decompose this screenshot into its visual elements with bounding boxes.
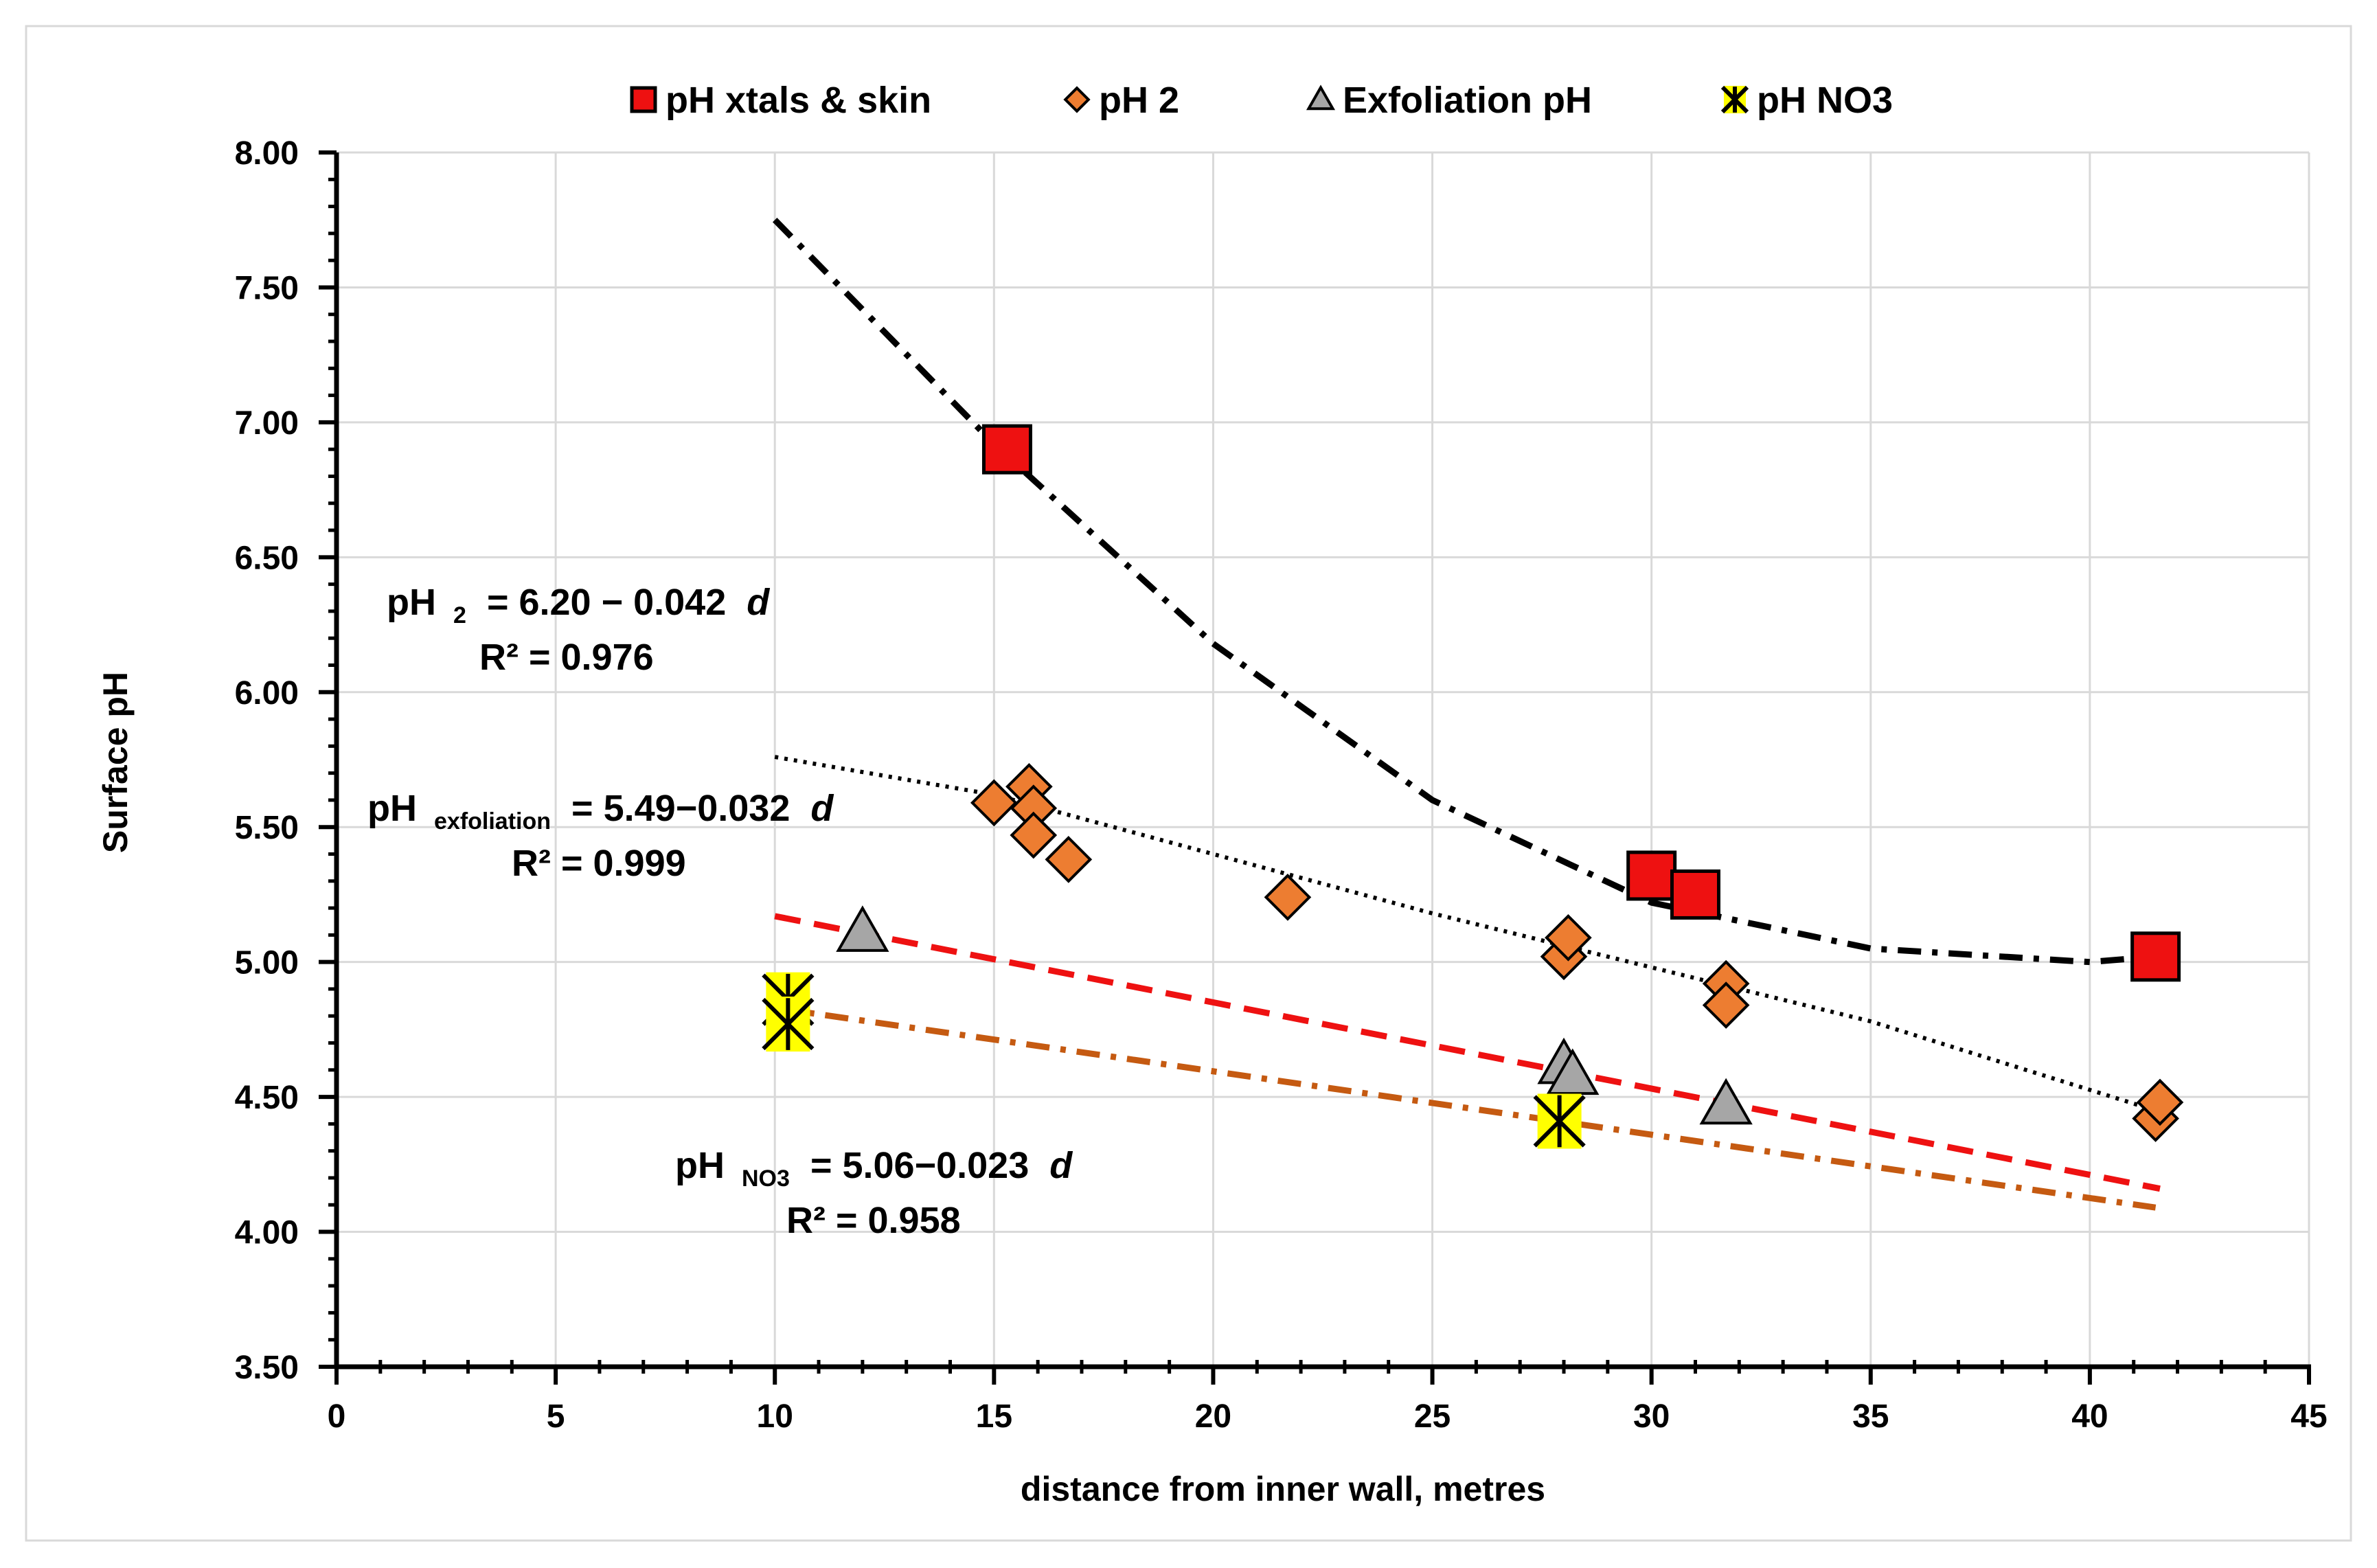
x-tick-label: 5 xyxy=(547,1398,565,1435)
point-exfoliation-ph xyxy=(1699,1078,1753,1125)
x-tick-label: 15 xyxy=(976,1398,1012,1435)
x-tick-label: 40 xyxy=(2071,1398,2108,1435)
point-ph-2 xyxy=(970,779,1018,827)
legend-marker-ph-xtals-skin xyxy=(630,86,657,113)
x-tick-label: 45 xyxy=(2290,1398,2327,1435)
x-tick-label: 25 xyxy=(1414,1398,1451,1435)
legend-item-ph-2: pH 2 xyxy=(1063,80,1179,121)
point-ph-xtals-skin xyxy=(981,424,1032,475)
point-ph-xtals-skin xyxy=(1670,869,1720,920)
annotation-ph2: pH 2 = 6.20 − 0.042 d R² = 0.976 xyxy=(387,582,770,678)
legend-label-exfoliation-ph: Exfoliation pH xyxy=(1343,80,1592,121)
annotation-no3: pH NO3 = 5.06−0.023 d R² = 0.958 xyxy=(675,1145,1073,1241)
y-tick-label: 3.50 xyxy=(235,1350,299,1386)
annotation-no3-r2: R² = 0.958 xyxy=(786,1200,961,1241)
svg-text:pH exfoliation =: pH exfoliation = 5.49−0.032 d xyxy=(367,788,834,837)
y-axis-title: Surface pH xyxy=(96,672,135,853)
legend-item-exfoliation-ph: Exfoliation pH xyxy=(1306,80,1592,121)
annotation-ph2-r2: R² = 0.976 xyxy=(479,637,654,678)
svg-text:pH NO3 = 5.06−0.0: pH NO3 = 5.06−0.023 d xyxy=(675,1145,1073,1194)
point-ph-2 xyxy=(1010,811,1058,859)
legend: pH xtals & skin pH 2 Exfoliation pH pH NO3 xyxy=(630,80,1893,121)
x-tick-label: 30 xyxy=(1633,1398,1670,1435)
y-tick-label: 4.50 xyxy=(235,1080,299,1116)
x-tick-label: 10 xyxy=(757,1398,793,1435)
y-tick-label: 8.00 xyxy=(235,135,299,172)
y-tick-label: 6.50 xyxy=(235,540,299,576)
y-tick-label: 7.00 xyxy=(235,405,299,442)
point-exfoliation-ph xyxy=(1546,1048,1600,1095)
x-tick-label: 35 xyxy=(1852,1398,1889,1435)
point-ph-no3 xyxy=(1533,1093,1586,1149)
trendline-ph-no3 xyxy=(774,1005,2157,1211)
point-ph-2 xyxy=(1264,874,1312,921)
legend-label-ph-xtals-skin: pH xtals & skin xyxy=(666,80,931,121)
legend-label-ph-no3: pH NO3 xyxy=(1757,80,1893,121)
point-ph-2 xyxy=(2136,1078,2184,1126)
x-axis-title: distance from inner wall, metres xyxy=(1021,1470,1545,1508)
svg-text:pH 2 = 6.20 − 0.0: pH 2 = 6.20 − 0.042 d xyxy=(387,582,770,631)
point-ph-2 xyxy=(1045,836,1093,883)
point-ph-2 xyxy=(1702,981,1750,1029)
annotation-exfoliation: pH exfoliation = 5.49−0.032 d R² = 0.999 xyxy=(367,788,834,884)
y-tick-label: 7.50 xyxy=(235,270,299,306)
axes: 3.50 4.00 4.50 5.00 5.50 6.00 6.50 7.00 7.50 8.00… xyxy=(235,135,2328,1435)
trendline-ph-xtals-skin xyxy=(772,218,2156,966)
y-tick-label: 4.00 xyxy=(235,1215,299,1251)
chart-border xyxy=(25,25,2352,1542)
x-tick-label: 20 xyxy=(1195,1398,1231,1435)
point-ph-no3 xyxy=(762,997,815,1052)
legend-marker-ph-2 xyxy=(1063,86,1091,113)
point-ph-2 xyxy=(1545,913,1592,962)
legend-marker-ph-no3 xyxy=(1720,85,1749,114)
legend-marker-exfoliation-ph xyxy=(1306,84,1336,111)
legend-item-ph-no3: pH NO3 xyxy=(1720,80,1893,121)
y-tick-label: 6.00 xyxy=(235,675,299,712)
y-tick-label: 5.50 xyxy=(235,810,299,846)
y-tick-label: 5.00 xyxy=(235,945,299,981)
legend-label-ph-2: pH 2 xyxy=(1099,80,1179,121)
annotation-exfoliation-r2: R² = 0.999 xyxy=(512,843,686,884)
trendline-exfoliation-ph xyxy=(774,913,2161,1192)
point-exfoliation-ph xyxy=(836,905,889,952)
x-tick-label: 0 xyxy=(328,1398,346,1435)
legend-item-ph-xtals-skin: pH xtals & skin xyxy=(630,80,931,121)
gridlines xyxy=(337,151,2310,1367)
point-ph-xtals-skin xyxy=(1626,850,1677,901)
point-ph-xtals-skin xyxy=(2130,931,2181,982)
data-markers xyxy=(762,424,2184,1149)
